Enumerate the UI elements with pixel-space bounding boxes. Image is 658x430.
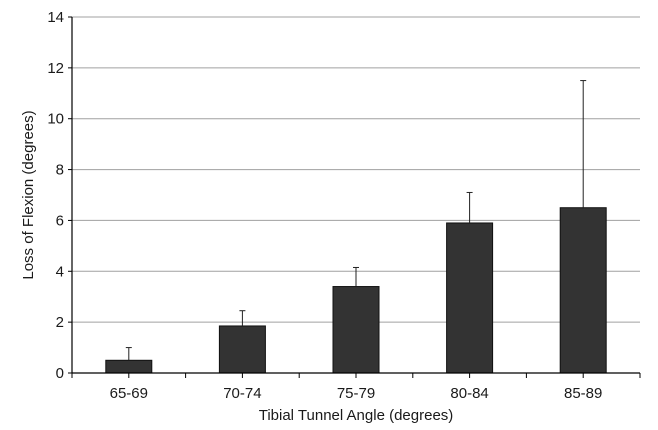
y-tick-label: 12 — [47, 60, 64, 77]
x-tick-label: 70-74 — [223, 385, 261, 402]
x-tick-labels: 65-69 70-74 75-79 80-84 85-89 — [71, 373, 641, 402]
bar — [105, 359, 153, 374]
y-tick-labels: 0 2 4 6 8 10 12 14 — [47, 9, 72, 382]
y-tick-label: 8 — [56, 162, 64, 179]
bar — [559, 207, 607, 374]
x-axis-title: Tibial Tunnel Angle (degrees) — [259, 407, 454, 424]
bar — [446, 222, 494, 374]
y-tick-label: 6 — [56, 212, 64, 229]
x-tick-label: 85-89 — [564, 385, 602, 402]
y-tick-label: 0 — [56, 365, 64, 382]
y-tick-label: 4 — [56, 263, 64, 280]
y-axis-title: Loss of Flexion (degrees) — [20, 110, 37, 279]
x-tick-label: 65-69 — [110, 385, 148, 402]
bars — [105, 207, 607, 374]
x-tick-label: 75-79 — [337, 385, 375, 402]
y-tick-label: 14 — [47, 9, 64, 26]
x-tick-label: 80-84 — [450, 385, 488, 402]
error-bars — [125, 80, 587, 361]
y-tick-label: 2 — [56, 314, 64, 331]
bar — [332, 286, 380, 374]
y-tick-label: 10 — [47, 111, 64, 128]
bar — [218, 325, 266, 374]
gridlines — [72, 16, 640, 323]
